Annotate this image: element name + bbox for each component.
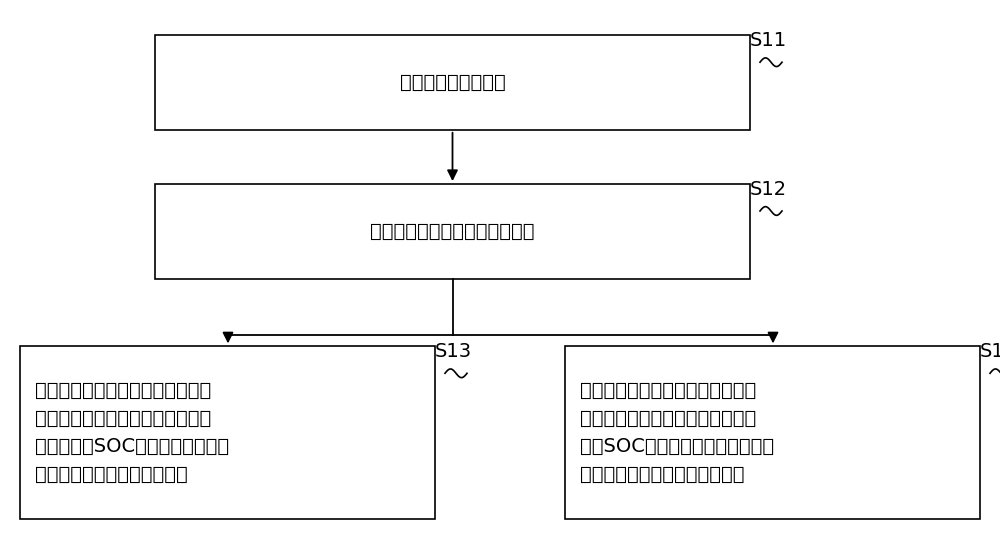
FancyBboxPatch shape <box>155 184 750 279</box>
FancyBboxPatch shape <box>155 35 750 130</box>
Text: 若期望制动强度小于预定的强度阈
值，车速大于预定的车速阈值，且
动力电池的SOC小于预定的荷电阈
值，则控制对车辆进行电制动: 若期望制动强度小于预定的强度阈 值，车速大于预定的车速阈值，且 动力电池的SOC… <box>35 381 229 484</box>
FancyBboxPatch shape <box>565 346 980 519</box>
Text: S14: S14 <box>979 342 1000 361</box>
Text: S13: S13 <box>434 342 472 361</box>
FancyBboxPatch shape <box>20 346 435 519</box>
Text: S11: S11 <box>749 31 787 50</box>
Text: S12: S12 <box>749 180 787 199</box>
Text: 若期望制动强度大于或等于强度阈
值，车速大于车速阈值，且动力电
池的SOC小于荷电阈值，则控制对
车辆同时进行电制动和机械制动: 若期望制动强度大于或等于强度阈 值，车速大于车速阈值，且动力电 池的SOC小于荷… <box>580 381 774 484</box>
Text: 根据制动信号确定期望制动强度: 根据制动信号确定期望制动强度 <box>370 222 535 241</box>
Text: 获取车辆的制动信号: 获取车辆的制动信号 <box>400 73 505 92</box>
